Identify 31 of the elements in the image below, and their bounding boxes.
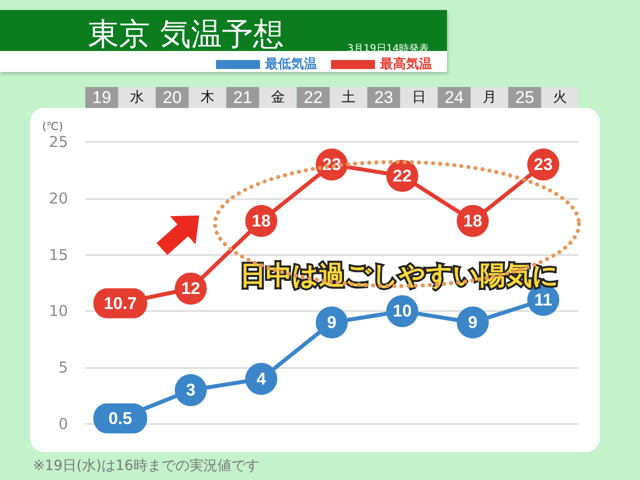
y-axis-title: (℃) xyxy=(42,120,63,133)
data-label: 18 xyxy=(463,211,482,230)
y-tick-label: 10 xyxy=(48,302,68,320)
chart-title: 東京 気温予想 xyxy=(88,16,284,52)
x-tick-label: 22 土 xyxy=(304,88,356,107)
x-tick-label: 20 木 xyxy=(162,88,214,107)
data-label: 23 xyxy=(534,155,553,174)
x-tick-label: 24 月 xyxy=(444,88,496,107)
x-tick-label: 21 金 xyxy=(233,88,285,107)
x-tick-label: 19 水 xyxy=(92,88,144,107)
x-tick-label: 25 火 xyxy=(515,88,567,107)
data-label: 4 xyxy=(256,369,267,388)
data-label: 22 xyxy=(392,166,412,186)
data-label: 11 xyxy=(534,290,552,310)
text: ※19日(水)は16時までの実況値です xyxy=(33,458,260,474)
data-label: 10.7 xyxy=(104,294,137,313)
x-tick-label: 23 日 xyxy=(374,88,426,107)
data-label: 0.5 xyxy=(108,408,132,428)
data-label: 18 xyxy=(252,211,271,230)
data-label: 9 xyxy=(468,312,478,332)
legend-label: 最低気温 xyxy=(264,57,317,72)
y-tick-label: 15 xyxy=(48,246,68,264)
y-tick-label: 0 xyxy=(58,415,68,433)
y-tick-label: 25 xyxy=(48,133,68,151)
y-tick-label: 20 xyxy=(48,189,68,208)
data-label: 10 xyxy=(392,302,412,321)
data-label: 9 xyxy=(327,312,336,332)
legend-label: 最高気温 xyxy=(379,56,432,72)
data-label: 3 xyxy=(186,380,196,400)
y-tick-label: 5 xyxy=(58,358,68,377)
data-label: 12 xyxy=(181,279,200,298)
